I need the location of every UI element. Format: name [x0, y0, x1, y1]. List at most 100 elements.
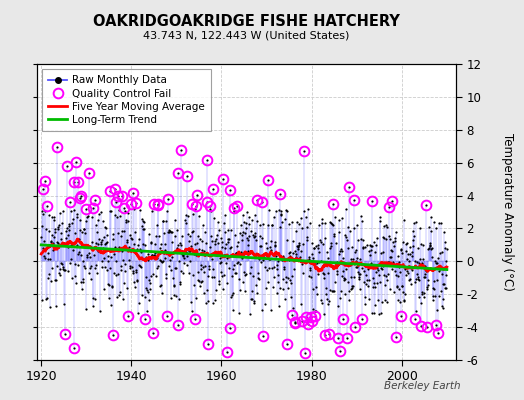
Point [302, 236, 311, 243]
Point [154, 202, 162, 209]
Point [386, 254, 394, 260]
Point [75, 236, 83, 242]
Point [182, 249, 191, 255]
Point [139, 241, 148, 248]
Point [245, 233, 253, 239]
Point [300, 207, 308, 214]
Point [104, 252, 112, 259]
Point [73, 262, 82, 269]
Point [100, 286, 108, 293]
Point [338, 248, 346, 254]
Point [321, 235, 329, 241]
Point [345, 183, 353, 190]
Point [412, 276, 420, 282]
Point [397, 312, 406, 319]
Point [293, 218, 301, 225]
Point [381, 282, 389, 288]
Point [87, 276, 95, 282]
Point [143, 285, 151, 291]
Point [305, 273, 313, 280]
Point [95, 236, 104, 243]
Point [233, 202, 241, 209]
Point [377, 265, 386, 271]
Point [276, 190, 285, 197]
Point [190, 251, 199, 258]
Point [253, 290, 261, 296]
Point [294, 242, 303, 248]
Point [170, 292, 178, 298]
Point [121, 261, 129, 268]
Point [223, 239, 232, 245]
Point [40, 255, 49, 261]
Point [376, 218, 384, 224]
Point [379, 223, 388, 230]
Point [178, 270, 187, 276]
Point [219, 286, 227, 292]
Point [424, 282, 433, 289]
Point [333, 259, 341, 265]
Point [343, 279, 352, 286]
Point [350, 274, 358, 280]
Point [77, 193, 85, 200]
Point [101, 224, 109, 230]
Point [128, 268, 137, 275]
Point [273, 266, 281, 272]
Point [274, 258, 282, 264]
Point [129, 190, 137, 196]
Point [180, 260, 189, 266]
Point [274, 272, 282, 278]
Point [100, 255, 108, 262]
Point [402, 268, 411, 274]
Point [205, 266, 213, 273]
Point [250, 300, 258, 306]
Point [92, 262, 100, 268]
Point [41, 208, 49, 214]
Point [365, 248, 373, 254]
Point [298, 261, 307, 268]
Point [411, 257, 420, 264]
Point [187, 243, 195, 249]
Point [99, 244, 107, 251]
Point [351, 324, 359, 330]
Point [261, 264, 269, 270]
Point [64, 244, 72, 250]
Point [428, 254, 436, 260]
Point [358, 316, 366, 322]
Point [116, 213, 124, 220]
Point [151, 233, 160, 239]
Point [434, 255, 442, 262]
Point [103, 239, 112, 246]
Point [69, 178, 78, 185]
Point [220, 252, 228, 258]
Point [319, 241, 327, 248]
Point [355, 271, 363, 277]
Point [103, 267, 111, 273]
Point [136, 263, 144, 269]
Point [202, 287, 211, 293]
Point [169, 282, 178, 288]
Point [434, 293, 443, 299]
Point [174, 242, 182, 248]
Point [164, 228, 172, 235]
Point [316, 238, 325, 245]
Point [257, 199, 266, 205]
Point [381, 236, 390, 242]
Point [365, 296, 374, 302]
Point [165, 226, 173, 233]
Point [163, 313, 171, 319]
Point [440, 228, 449, 235]
Point [60, 301, 68, 307]
Point [80, 226, 88, 233]
Point [323, 295, 332, 302]
Point [367, 247, 376, 254]
Point [441, 239, 450, 245]
Point [157, 282, 165, 288]
Point [243, 234, 251, 241]
Point [66, 198, 74, 205]
Point [235, 310, 243, 316]
Point [271, 242, 279, 249]
Point [72, 214, 81, 220]
Point [82, 218, 90, 224]
Point [121, 268, 129, 274]
Point [199, 222, 207, 229]
